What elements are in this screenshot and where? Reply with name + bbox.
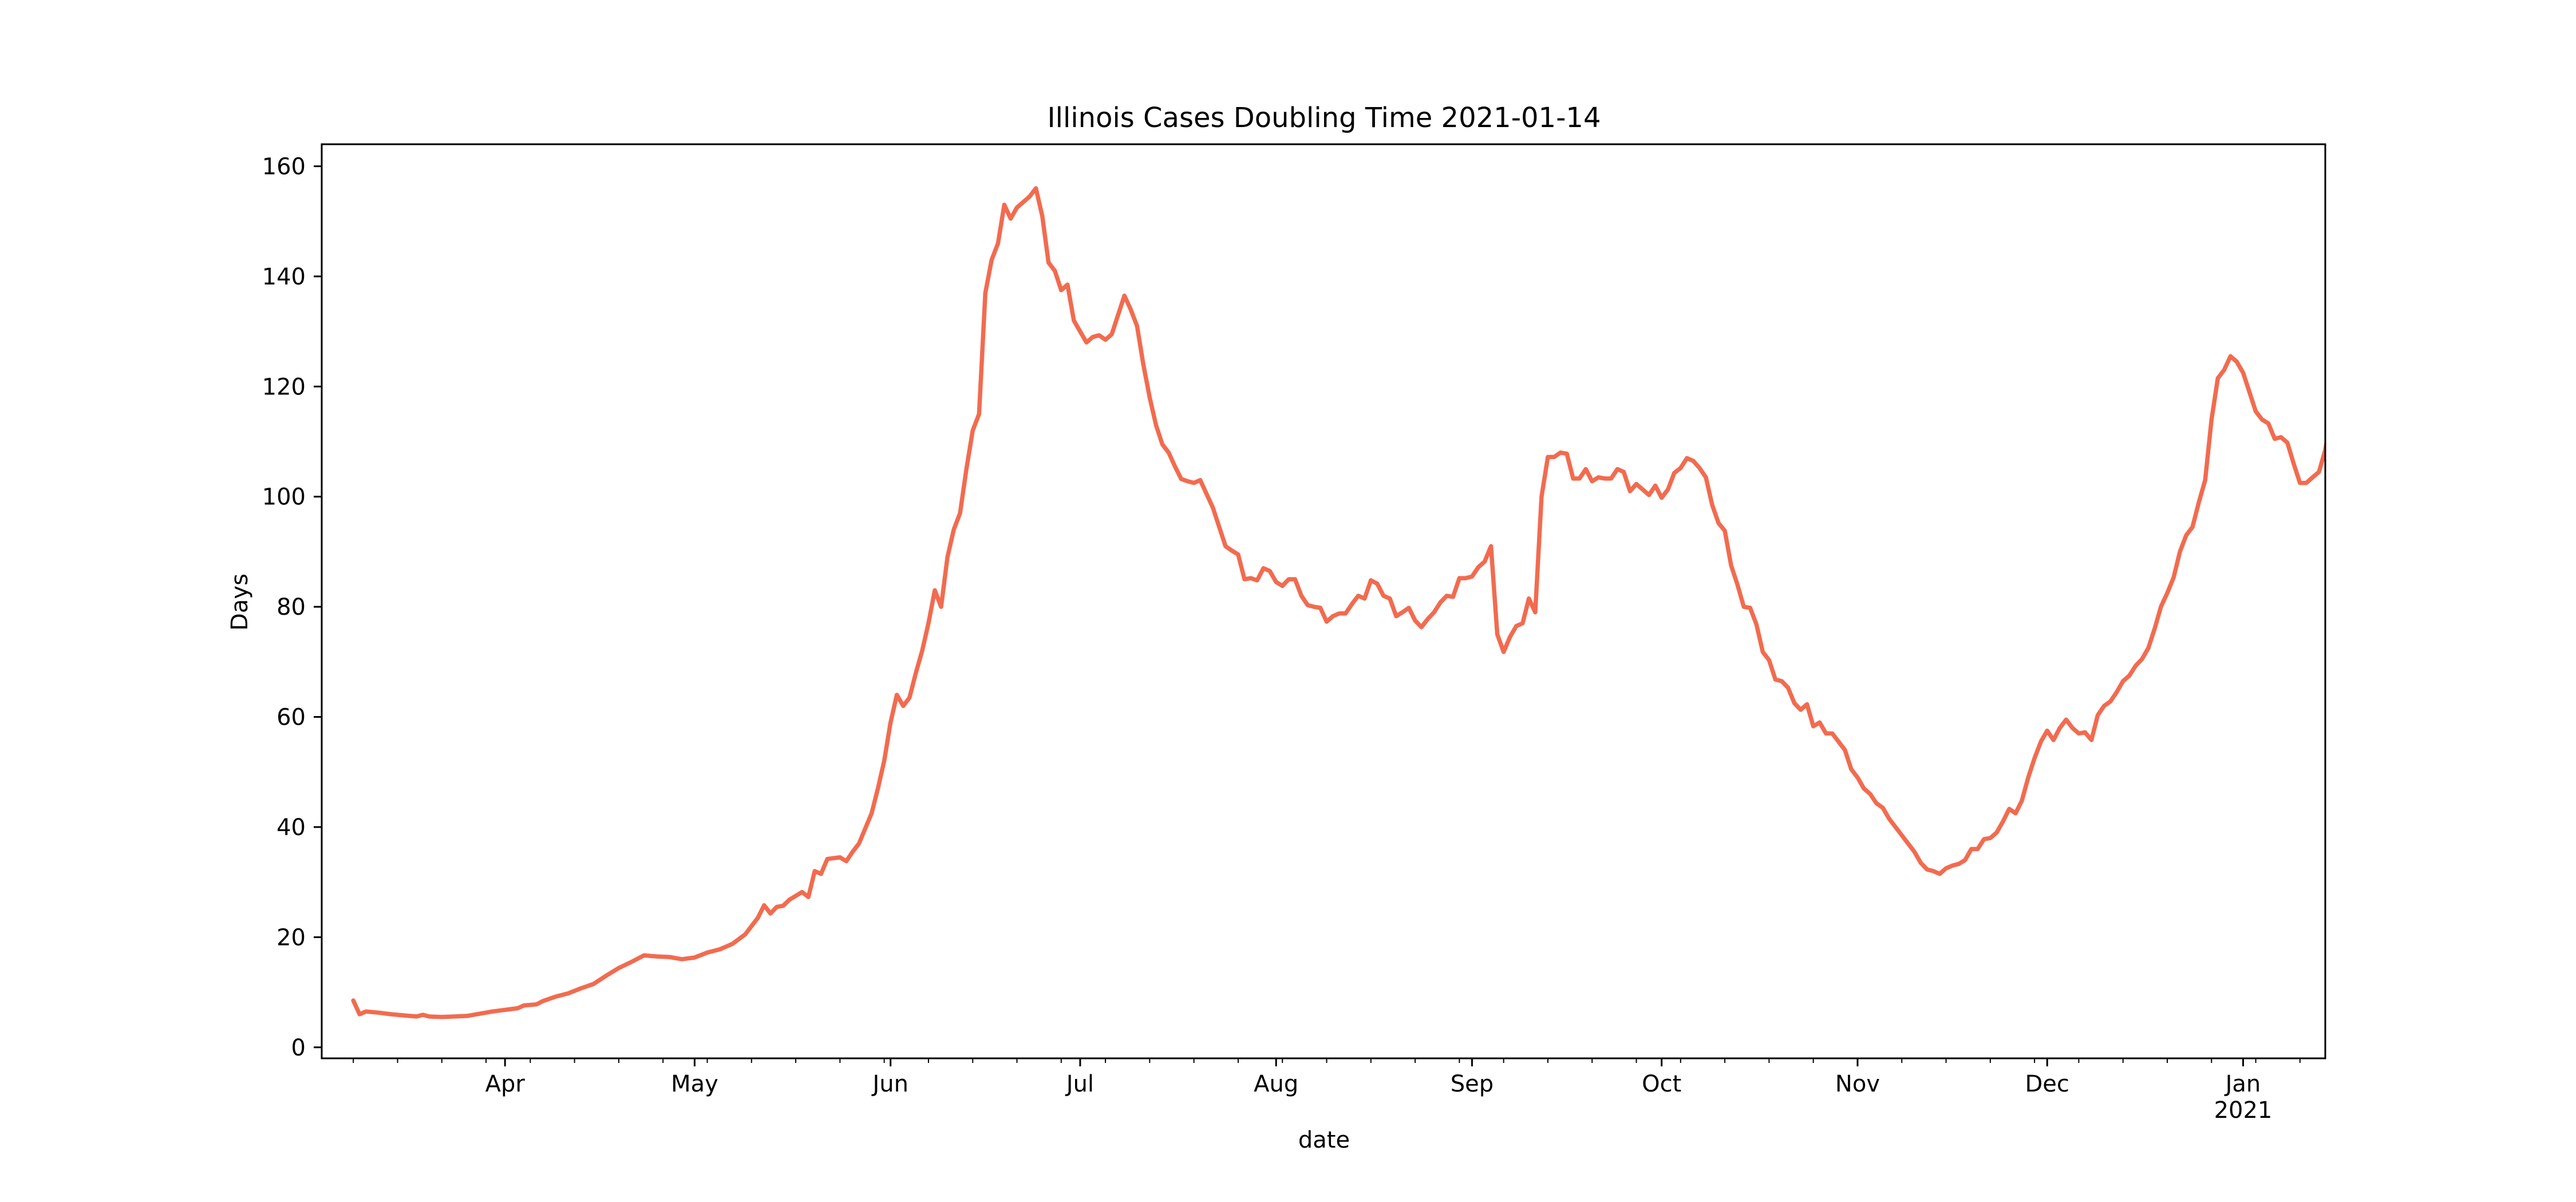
y-tick-label: 160 — [262, 153, 306, 180]
x-tick-sublabel: 2021 — [2214, 1097, 2273, 1124]
axes-frame — [321, 143, 2326, 1059]
x-tick-label: Jan — [2224, 1071, 2261, 1097]
y-tick-label: 100 — [262, 484, 306, 511]
y-tick-label: 60 — [276, 705, 306, 731]
x-tick-label: Apr — [485, 1071, 526, 1097]
x-tick-label: Nov — [1835, 1071, 1880, 1097]
doubling-time-series-line — [351, 186, 2325, 1019]
x-tick-label: Jul — [1065, 1071, 1094, 1097]
y-axis: 0 20 40 60 80 100 120 140 160 — [262, 153, 322, 1061]
plot-area — [351, 186, 2325, 1019]
y-tick-label: 140 — [262, 264, 306, 290]
y-tick-label: 20 — [276, 924, 306, 951]
x-tick-label: Sep — [1451, 1071, 1494, 1097]
chart-title: Illinois Cases Doubling Time 2021-01-14 — [1047, 102, 1601, 134]
x-tick-label: Oct — [1642, 1071, 1681, 1097]
y-tick-label: 0 — [291, 1035, 306, 1061]
x-tick-label: Jun — [871, 1071, 908, 1097]
x-tick-label: May — [671, 1071, 718, 1097]
x-tick-label: Aug — [1254, 1071, 1298, 1097]
y-axis-label: Days — [227, 574, 253, 631]
y-tick-label: 40 — [276, 814, 306, 841]
y-tick-label: 120 — [262, 374, 306, 400]
x-tick-label: Dec — [2025, 1071, 2069, 1097]
y-tick-label: 80 — [276, 594, 306, 620]
x-axis-label: date — [1298, 1127, 1350, 1153]
